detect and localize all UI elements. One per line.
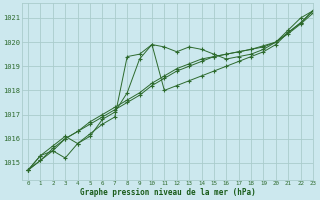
X-axis label: Graphe pression niveau de la mer (hPa): Graphe pression niveau de la mer (hPa): [80, 188, 255, 197]
